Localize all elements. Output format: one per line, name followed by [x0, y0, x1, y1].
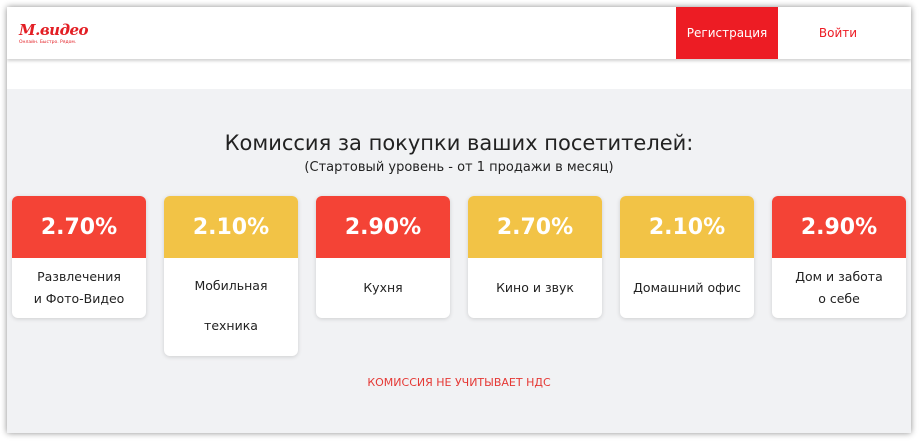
category-label: Кухня	[363, 280, 403, 295]
header-spacer	[7, 59, 911, 89]
commission-rate: 2.70%	[12, 196, 146, 258]
commission-card: 2.90% Кухня	[316, 196, 450, 318]
commission-rate: 2.10%	[164, 196, 298, 258]
vat-note: КОМИССИЯ НЕ УЧИТЫВАЕТ НДС	[367, 376, 551, 389]
register-button[interactable]: Регистрация	[676, 7, 778, 59]
commission-card: 2.10% Домашний офис	[620, 196, 754, 318]
commission-rate: 2.10%	[620, 196, 754, 258]
page: М.видео Онлайн. Быстро. Рядом. Регистрац…	[7, 7, 911, 433]
commission-rate: 2.90%	[772, 196, 906, 258]
login-button[interactable]: Войти	[818, 26, 858, 40]
category-label: Развлечения и Фото-Видео	[33, 269, 125, 306]
logo-tagline: Онлайн. Быстро. Рядом.	[19, 40, 77, 45]
commission-card: 2.90% Дом и забота о себе	[772, 196, 906, 318]
commission-card: 2.10% Мобильная техника	[164, 196, 298, 356]
page-title: Комиссия за покупки ваших посетителей:	[224, 131, 694, 155]
header: М.видео Онлайн. Быстро. Рядом. Регистрац…	[7, 7, 911, 59]
page-subtitle: (Стартовый уровень - от 1 продажи в меся…	[304, 160, 614, 175]
commission-card: 2.70% Развлечения и Фото-Видео	[12, 196, 146, 318]
logo[interactable]: М.видео Онлайн. Быстро. Рядом.	[19, 21, 89, 45]
category-label: Домашний офис	[633, 280, 741, 295]
commission-rate: 2.70%	[468, 196, 602, 258]
category-label: Мобильная техника	[194, 278, 268, 333]
category-label: Кино и звук	[496, 280, 574, 295]
category-label: Дом и забота о себе	[795, 269, 883, 306]
commission-rate: 2.90%	[316, 196, 450, 258]
logo-text: М.видео	[19, 21, 89, 39]
commission-card: 2.70% Кино и звук	[468, 196, 602, 318]
